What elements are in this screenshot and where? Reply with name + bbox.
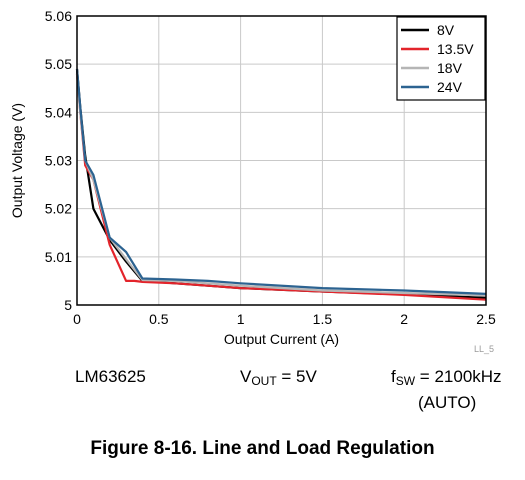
series-line-8v <box>75 68 487 299</box>
vout-value: = 5V <box>276 367 317 386</box>
x-tick-label: 1 <box>237 311 245 327</box>
series-line-24v <box>75 68 487 295</box>
legend-label: 18V <box>437 60 463 76</box>
y-tick-label: 5 <box>64 297 72 313</box>
fsw-symbol: f <box>391 367 396 386</box>
y-tick-labels: 5 5.01 5.02 5.03 5.04 5.05 5.06 <box>45 8 72 313</box>
device-label: LM63625 <box>75 366 146 388</box>
y-tick-label: 5.02 <box>45 201 72 217</box>
series-line-18v <box>75 73 487 297</box>
y-tick-label: 5.04 <box>45 104 72 120</box>
vout-subscript: OUT <box>251 374 277 388</box>
x-tick-label: 0 <box>73 311 81 327</box>
y-tick-label: 5.03 <box>45 153 72 169</box>
fsw-condition: fSW = 2100kHz <box>391 366 502 392</box>
fsw-value: = 2100kHz <box>415 367 502 386</box>
vout-condition: VOUT = 5V <box>240 366 317 392</box>
fsw-subscript: SW <box>395 374 416 388</box>
device-name: LM63625 <box>75 367 146 386</box>
figure-caption: Figure 8-16. Line and Load Regulation <box>90 438 435 459</box>
series-group <box>75 68 487 301</box>
x-tick-label: 2.5 <box>476 311 496 327</box>
x-tick-labels: 0 0.5 1 1.5 2 2.5 <box>73 311 496 327</box>
mode-text: (AUTO) <box>418 393 477 412</box>
series-line-13-5v <box>75 73 487 301</box>
legend-label: 8V <box>437 22 455 38</box>
vout-symbol: V <box>240 367 252 386</box>
y-tick-label: 5.05 <box>45 56 72 72</box>
line-chart: 0 0.5 1 1.5 2 2.5 5 5.01 5.02 5.03 5.04 5.05 5.06 O… <box>9 8 496 354</box>
x-axis-label: Output Current (A) <box>224 331 339 347</box>
legend-label: 13.5V <box>437 41 474 57</box>
plot-frame <box>76 15 487 306</box>
y-axis-label: Output Voltage (V) <box>9 103 25 218</box>
mode-label: (AUTO) <box>418 392 476 414</box>
legend-label: 24V <box>437 79 463 95</box>
legend: 8V 13.5V 18V 24V <box>396 16 486 101</box>
y-tick-label: 5.06 <box>45 8 72 24</box>
y-tick-label: 5.01 <box>45 249 72 265</box>
x-tick-label: 0.5 <box>149 311 169 327</box>
x-tick-label: 1.5 <box>313 311 333 327</box>
figure-code: LL_5 <box>474 344 494 354</box>
x-tick-label: 2 <box>400 311 408 327</box>
